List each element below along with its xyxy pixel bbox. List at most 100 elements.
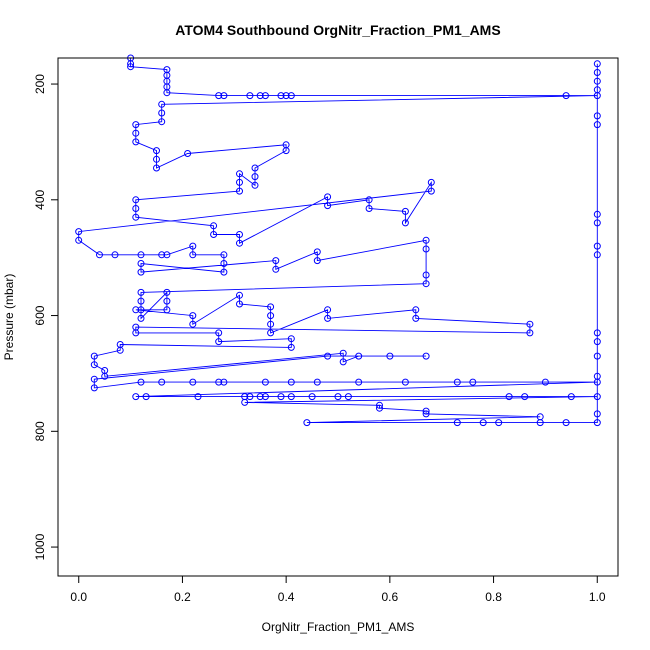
data-point <box>282 92 290 100</box>
data-point <box>158 109 166 117</box>
data-point <box>210 222 218 230</box>
data-point <box>189 312 197 320</box>
data-point <box>272 265 280 273</box>
data-point <box>220 260 228 267</box>
data-point <box>401 219 409 227</box>
data-point <box>427 187 435 195</box>
data-point <box>427 178 435 186</box>
data-point <box>593 352 601 360</box>
data-point <box>75 236 83 244</box>
data-point <box>593 77 601 85</box>
y-tick-label: 800 <box>33 421 47 441</box>
data-point <box>593 210 601 218</box>
data-point <box>158 118 166 126</box>
data-point <box>593 60 601 68</box>
data-point <box>215 92 223 100</box>
data-point <box>422 410 430 418</box>
data-point <box>593 393 601 401</box>
data-point <box>132 138 140 146</box>
data-point <box>137 314 145 322</box>
y-tick-label: 200 <box>33 74 47 94</box>
y-tick-label: 400 <box>33 189 47 209</box>
data-point <box>386 352 394 360</box>
data-point <box>163 297 171 305</box>
data-point <box>324 202 332 210</box>
data-point <box>137 288 145 296</box>
data-point <box>344 393 352 401</box>
data-point <box>453 378 461 386</box>
data-point <box>287 378 295 386</box>
data-point <box>251 164 259 172</box>
data-point <box>158 378 166 386</box>
data-point <box>137 260 145 267</box>
data-point <box>593 419 601 427</box>
data-point <box>132 213 140 221</box>
y-tick-label: 1000 <box>33 533 47 560</box>
data-point <box>355 352 363 360</box>
x-tick-label: 0.6 <box>382 590 399 604</box>
data-point <box>137 297 145 305</box>
x-tick-label: 0.8 <box>485 590 502 604</box>
data-point <box>567 393 575 401</box>
data-point <box>220 92 228 100</box>
data-point <box>521 393 529 401</box>
data-point <box>267 312 275 320</box>
data-point <box>101 372 109 380</box>
data-point <box>422 271 430 279</box>
data-point <box>287 92 295 100</box>
data-point <box>526 329 534 337</box>
data-point <box>96 251 103 259</box>
data-point <box>127 63 135 71</box>
data-point <box>308 393 316 401</box>
data-point <box>210 231 218 238</box>
data-point <box>220 268 228 276</box>
data-point <box>153 147 160 155</box>
data-point <box>189 378 197 386</box>
data-point <box>453 419 461 427</box>
data-point <box>90 361 98 369</box>
data-point <box>313 378 321 386</box>
data-point <box>313 248 321 256</box>
data-point <box>287 343 295 351</box>
data-point <box>116 346 124 354</box>
data-point <box>355 378 363 386</box>
data-point <box>593 86 601 94</box>
x-tick-label: 0.4 <box>278 590 295 604</box>
data-point <box>339 358 347 366</box>
data-point <box>163 306 171 314</box>
data-point <box>324 193 332 201</box>
data-point <box>256 92 264 100</box>
data-point <box>495 419 503 427</box>
data-point <box>303 419 311 427</box>
data-point <box>132 121 140 129</box>
data-point <box>189 320 197 328</box>
data-point <box>422 280 430 288</box>
data-point <box>158 100 166 108</box>
data-point <box>251 181 259 189</box>
series-line <box>78 58 598 424</box>
data-point <box>339 349 347 357</box>
x-tick-label: 0.2 <box>174 590 191 604</box>
data-point <box>189 242 197 250</box>
data-point <box>132 129 140 137</box>
data-point <box>215 338 223 346</box>
data-point <box>412 306 420 314</box>
data-point <box>365 196 373 204</box>
x-axis: 0.0 0.2 0.4 0.6 0.8 1.0 <box>70 575 606 604</box>
data-point <box>137 268 145 276</box>
data-point <box>593 112 601 120</box>
data-point <box>376 404 383 412</box>
data-point <box>376 401 383 409</box>
data-point <box>163 251 171 259</box>
data-point <box>324 306 332 314</box>
data-point <box>236 291 243 299</box>
y-axis-label: Pressure (mbar) <box>2 274 16 361</box>
data-point <box>215 378 223 386</box>
data-point <box>313 257 321 265</box>
data-point <box>261 393 269 401</box>
data-point <box>324 352 332 360</box>
data-point <box>132 306 140 314</box>
data-point <box>593 372 601 380</box>
data-point <box>401 378 409 386</box>
